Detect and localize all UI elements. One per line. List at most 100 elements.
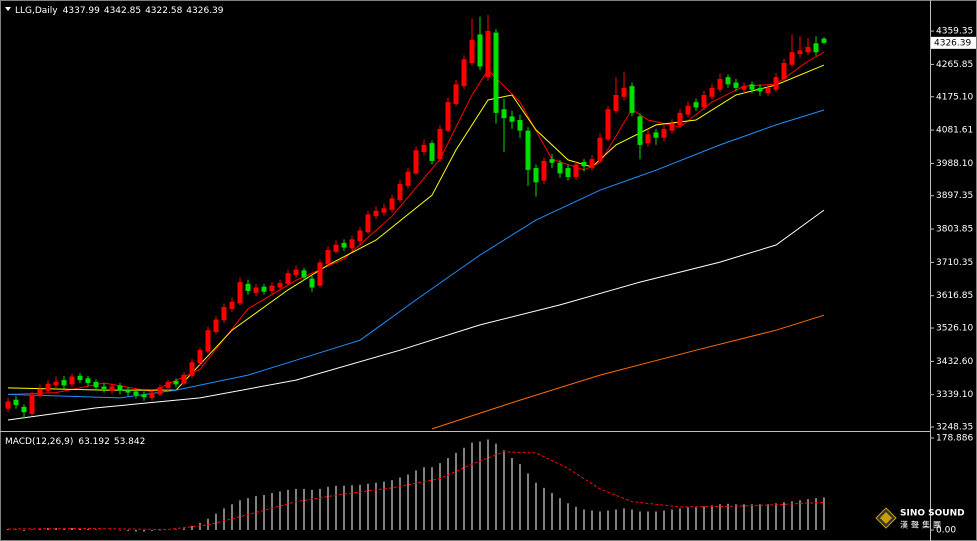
candle-body	[789, 52, 795, 65]
price-tick-label: 3339.10	[936, 390, 973, 400]
chart-header: LLG,Daily 4337.99 4342.85 4322.58 4326.39	[15, 6, 224, 16]
candle-body	[661, 128, 667, 138]
price-tick-label: 4081.61	[936, 126, 973, 136]
candle-body	[621, 87, 627, 97]
candle-body	[61, 380, 67, 386]
current-price-label: 4326.39	[934, 38, 971, 48]
candle-body	[733, 82, 739, 88]
moving-average	[7, 209, 825, 421]
symbol: LLG,Daily	[15, 6, 58, 16]
candle-body	[549, 159, 555, 163]
candle-body	[237, 282, 243, 304]
candle-body	[397, 184, 403, 201]
candle-body	[117, 385, 123, 391]
candle-body	[261, 286, 267, 292]
candle-body	[597, 137, 603, 161]
candle-body	[461, 59, 467, 87]
candle-body	[557, 162, 563, 174]
candle-body	[797, 50, 803, 55]
candle-body	[93, 381, 99, 388]
low-value: 4322.58	[145, 6, 182, 16]
candle-body	[221, 307, 227, 321]
candle-body	[325, 250, 331, 265]
candle-body	[685, 105, 691, 115]
price-tick-label: 3803.85	[936, 225, 973, 235]
candle-body	[389, 198, 395, 210]
price-box	[931, 36, 976, 49]
candle-body	[493, 32, 499, 113]
price-tick-label: 3897.35	[936, 191, 973, 201]
candle-body	[109, 386, 115, 391]
price-tick-label: 4265.85	[936, 60, 973, 70]
candle-body	[525, 130, 531, 170]
candle-body	[29, 394, 35, 414]
logo: SINO SOUND 漢聲集團	[875, 507, 965, 530]
candle-body	[437, 128, 443, 160]
candle-body	[293, 269, 299, 275]
candle-body	[709, 87, 715, 97]
candle-body	[469, 39, 475, 63]
candle-body	[765, 87, 771, 94]
moving-average	[7, 64, 825, 391]
macd-tick-label: 178.886	[936, 433, 973, 443]
candle-body	[517, 119, 523, 131]
candle-body	[197, 349, 203, 364]
candle-body	[309, 278, 315, 288]
candle-body	[421, 144, 427, 153]
price-tick-label: 3526.10	[936, 324, 973, 334]
candle-body	[741, 86, 747, 90]
macd-tick-label: 0.00	[936, 526, 956, 536]
candle-body	[637, 116, 643, 145]
candle-body	[141, 394, 147, 398]
candle-body	[229, 301, 235, 309]
candle-body	[645, 134, 651, 144]
candle-body	[541, 160, 547, 181]
macd-signal	[7, 451, 825, 531]
candle-body	[357, 230, 363, 242]
candle-body	[381, 208, 387, 213]
candle-body	[365, 214, 371, 233]
logo-name: SINO SOUND	[900, 509, 965, 519]
high-value: 4342.85	[104, 6, 141, 16]
candle-body	[477, 34, 483, 67]
candle-body	[181, 374, 187, 384]
candle-body	[277, 283, 283, 288]
macd-title: MACD(12,26,9)	[5, 437, 73, 447]
candle-body	[693, 102, 699, 108]
candle-body	[101, 386, 107, 390]
candle-body	[613, 95, 619, 112]
candle-body	[429, 143, 435, 161]
candle-body	[629, 86, 635, 113]
candle-body	[333, 244, 339, 252]
candle-body	[589, 159, 595, 169]
price-tick-label: 3432.60	[936, 357, 973, 367]
price-tick-label: 4175.10	[936, 92, 973, 102]
candle-body	[77, 375, 83, 381]
candle-body	[349, 239, 355, 249]
price-tick-label: 3710.35	[936, 258, 973, 268]
menu-arrow	[5, 7, 11, 11]
candle-body	[205, 330, 211, 352]
signal-value: 53.842	[114, 437, 146, 447]
candle-body	[189, 362, 195, 376]
candle-body	[677, 112, 683, 126]
candle-body	[69, 376, 75, 385]
candle-body	[149, 392, 155, 398]
candle-body	[749, 84, 755, 90]
candle-body	[773, 77, 779, 90]
candle-body	[653, 132, 659, 138]
candle-body	[341, 242, 347, 248]
candle-body	[445, 102, 451, 131]
macd-value: 63.192	[78, 437, 110, 447]
candle-body	[565, 168, 571, 177]
candle-body	[269, 285, 275, 292]
candle-body	[717, 78, 723, 90]
candle-body	[317, 262, 323, 286]
candle-body	[157, 387, 163, 395]
candle-body	[581, 162, 587, 167]
price-tick-label: 4359.35	[936, 27, 973, 37]
candle-body	[701, 95, 707, 108]
candle-body	[821, 38, 827, 43]
